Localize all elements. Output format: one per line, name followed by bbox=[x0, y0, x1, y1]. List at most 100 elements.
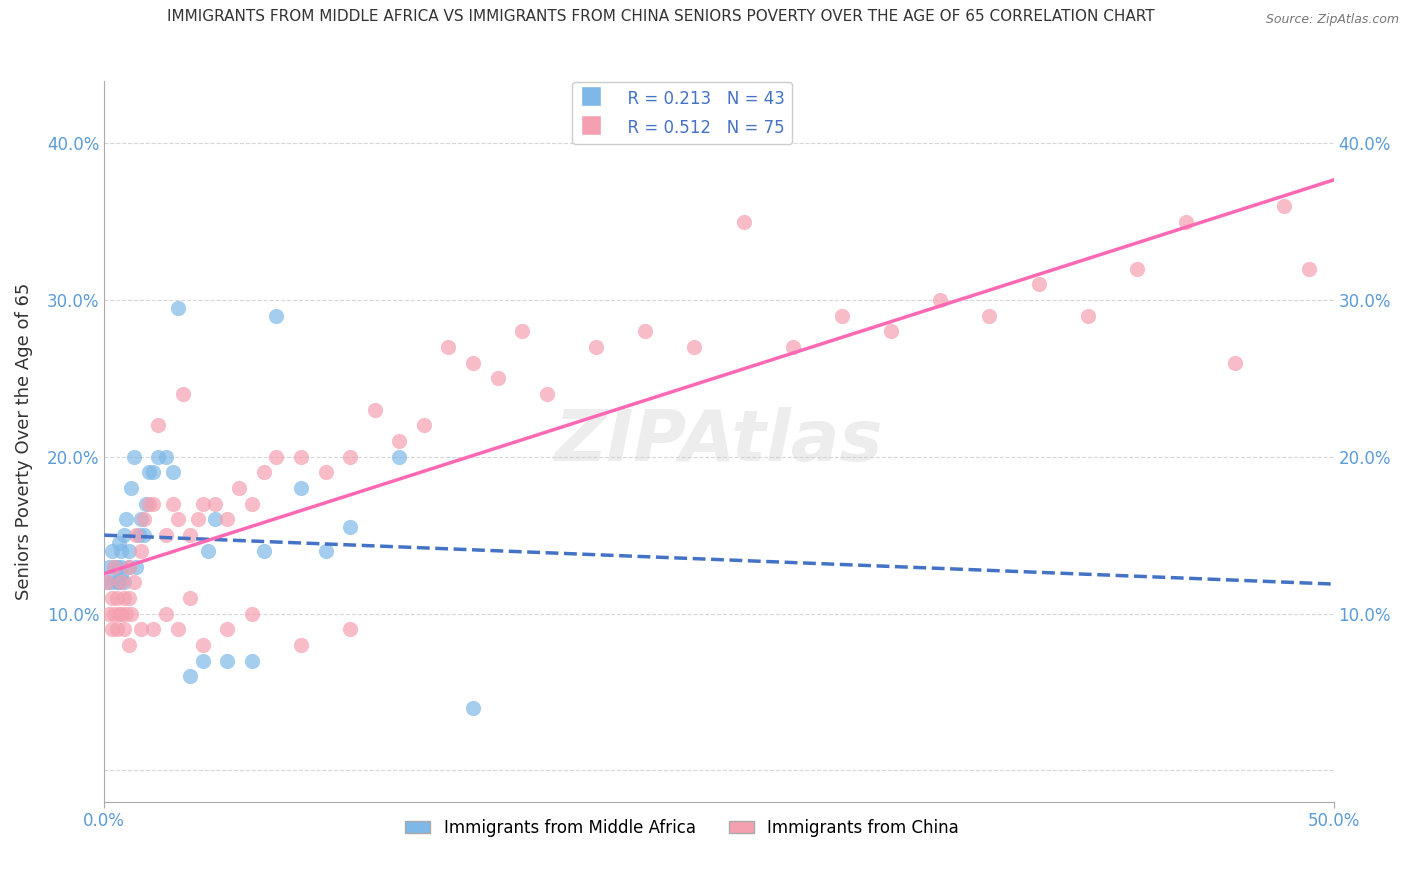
Point bbox=[388, 450, 411, 464]
Point bbox=[388, 434, 411, 449]
Point bbox=[105, 575, 128, 590]
Point bbox=[148, 418, 170, 433]
Point bbox=[108, 575, 131, 590]
Point bbox=[142, 622, 165, 636]
Point bbox=[118, 559, 141, 574]
Point bbox=[115, 512, 138, 526]
Point bbox=[100, 575, 122, 590]
Point bbox=[1126, 261, 1149, 276]
Point bbox=[125, 528, 148, 542]
Point bbox=[98, 559, 121, 574]
Point bbox=[148, 450, 170, 464]
Point bbox=[118, 544, 141, 558]
Point bbox=[100, 544, 122, 558]
Point bbox=[105, 559, 128, 574]
Point bbox=[112, 622, 135, 636]
Point bbox=[108, 607, 131, 621]
Point bbox=[103, 559, 125, 574]
Point bbox=[217, 654, 239, 668]
Point bbox=[290, 450, 312, 464]
Point bbox=[929, 293, 952, 307]
Point bbox=[880, 325, 903, 339]
Point bbox=[240, 654, 263, 668]
Point bbox=[128, 528, 150, 542]
Point bbox=[118, 559, 141, 574]
Point bbox=[162, 466, 184, 480]
Point bbox=[96, 575, 118, 590]
Point bbox=[1225, 356, 1247, 370]
Point bbox=[1028, 277, 1050, 292]
Point bbox=[191, 638, 214, 652]
Point bbox=[437, 340, 460, 354]
Point bbox=[120, 607, 142, 621]
Point bbox=[103, 559, 125, 574]
Point bbox=[103, 607, 125, 621]
Point bbox=[105, 591, 128, 605]
Point bbox=[167, 512, 190, 526]
Point bbox=[290, 638, 312, 652]
Point bbox=[191, 497, 214, 511]
Point bbox=[461, 356, 484, 370]
Point bbox=[155, 607, 177, 621]
Point bbox=[315, 466, 337, 480]
Point bbox=[162, 497, 184, 511]
Point bbox=[110, 559, 132, 574]
Point bbox=[536, 387, 558, 401]
Point bbox=[142, 466, 165, 480]
Point bbox=[118, 591, 141, 605]
Point bbox=[179, 591, 201, 605]
Point bbox=[197, 544, 219, 558]
Text: IMMIGRANTS FROM MIDDLE AFRICA VS IMMIGRANTS FROM CHINA SENIORS POVERTY OVER THE : IMMIGRANTS FROM MIDDLE AFRICA VS IMMIGRA… bbox=[167, 9, 1154, 24]
Point bbox=[179, 669, 201, 683]
Point bbox=[138, 466, 160, 480]
Point bbox=[364, 402, 387, 417]
Point bbox=[585, 340, 607, 354]
Point bbox=[412, 418, 434, 433]
Point bbox=[129, 512, 152, 526]
Point bbox=[105, 622, 128, 636]
Point bbox=[339, 450, 361, 464]
Point bbox=[167, 622, 190, 636]
Point bbox=[510, 325, 533, 339]
Point bbox=[112, 591, 135, 605]
Point bbox=[110, 567, 132, 582]
Point bbox=[253, 544, 276, 558]
Point bbox=[1077, 309, 1099, 323]
Point bbox=[100, 591, 122, 605]
Point bbox=[266, 450, 288, 464]
Point bbox=[110, 575, 132, 590]
Text: ZIPAtlas: ZIPAtlas bbox=[555, 407, 883, 475]
Point bbox=[217, 622, 239, 636]
Point bbox=[125, 559, 148, 574]
Point bbox=[461, 700, 484, 714]
Point bbox=[135, 497, 157, 511]
Point bbox=[118, 638, 141, 652]
Point bbox=[132, 528, 155, 542]
Point bbox=[191, 654, 214, 668]
Point bbox=[733, 215, 755, 229]
Point bbox=[1298, 261, 1320, 276]
Point bbox=[831, 309, 853, 323]
Point bbox=[290, 481, 312, 495]
Point bbox=[240, 607, 263, 621]
Point bbox=[683, 340, 706, 354]
Point bbox=[108, 536, 131, 550]
Point bbox=[120, 481, 142, 495]
Point bbox=[155, 528, 177, 542]
Point bbox=[110, 544, 132, 558]
Point bbox=[240, 497, 263, 511]
Point bbox=[217, 512, 239, 526]
Point bbox=[132, 512, 155, 526]
Point bbox=[187, 512, 209, 526]
Point bbox=[112, 528, 135, 542]
Point bbox=[266, 309, 288, 323]
Point bbox=[339, 520, 361, 534]
Point bbox=[122, 450, 145, 464]
Point bbox=[204, 497, 226, 511]
Point bbox=[129, 544, 152, 558]
Point bbox=[782, 340, 804, 354]
Point bbox=[172, 387, 194, 401]
Point bbox=[122, 575, 145, 590]
Text: Source: ZipAtlas.com: Source: ZipAtlas.com bbox=[1265, 13, 1399, 27]
Point bbox=[115, 607, 138, 621]
